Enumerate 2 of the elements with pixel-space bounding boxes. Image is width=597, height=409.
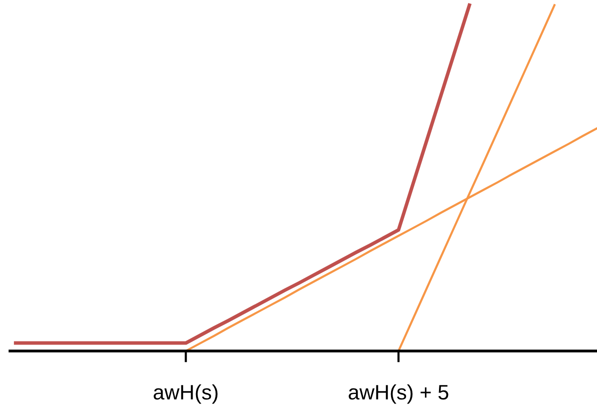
x-tick-label: awH(s) (154, 384, 218, 404)
x-tick-label: awH(s) + 5 (348, 384, 448, 404)
